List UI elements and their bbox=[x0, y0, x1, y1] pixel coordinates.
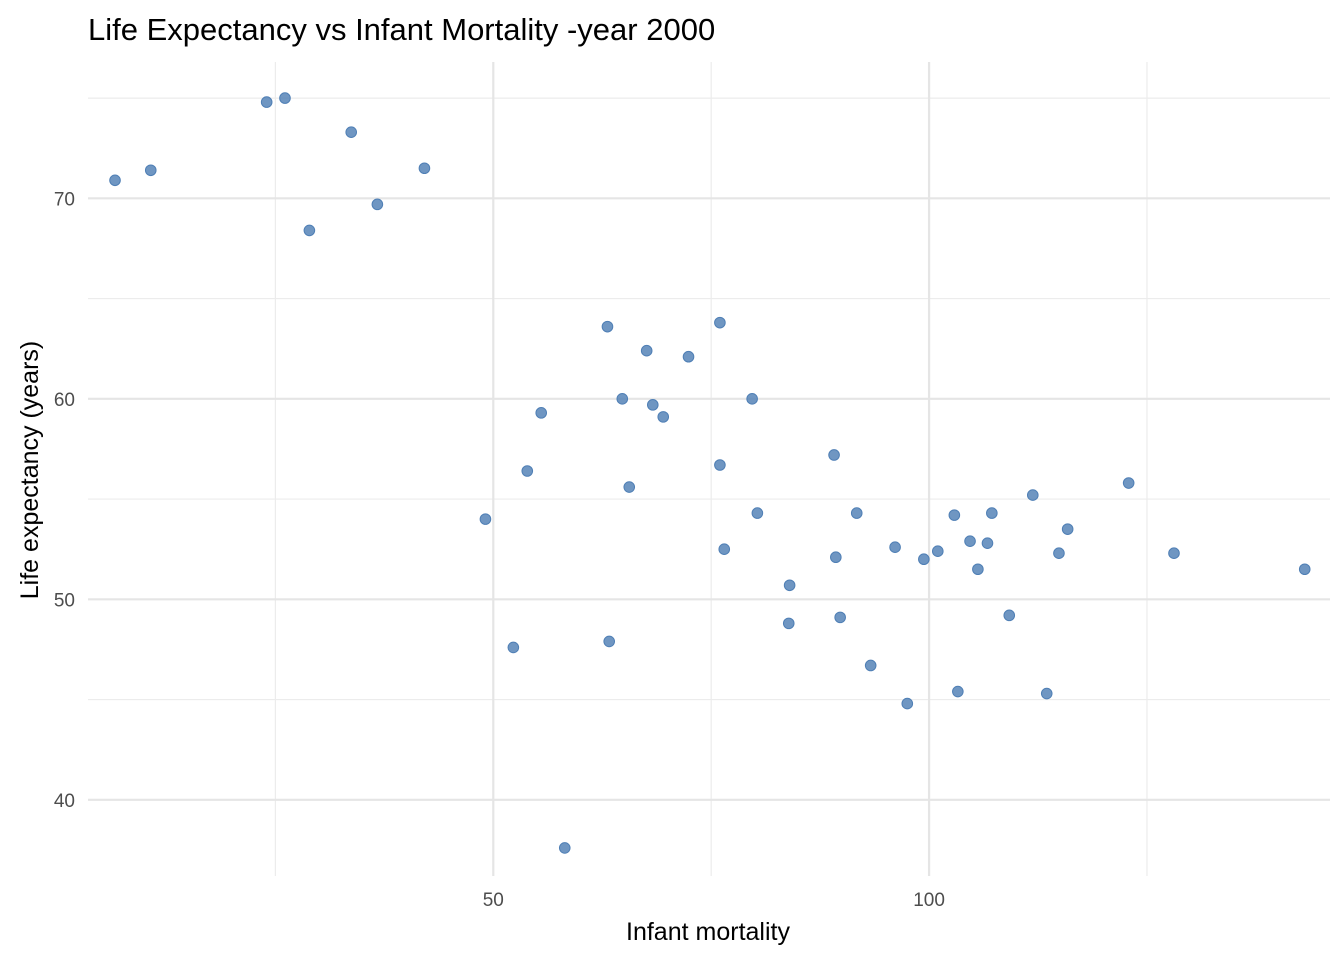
chart-title: Life Expectancy vs Infant Mortality -yea… bbox=[88, 12, 715, 47]
data-point bbox=[616, 393, 629, 405]
data-point bbox=[603, 635, 616, 648]
data-point bbox=[714, 316, 726, 329]
data-point bbox=[952, 685, 964, 698]
y-tick-label: 60 bbox=[54, 390, 75, 411]
data-point bbox=[783, 579, 796, 592]
data-point bbox=[1040, 687, 1053, 700]
x-tick-label: 50 bbox=[483, 890, 504, 911]
data-point bbox=[601, 320, 614, 333]
data-point bbox=[714, 459, 726, 471]
data-point bbox=[782, 617, 795, 630]
x-tick-label: 100 bbox=[913, 890, 945, 911]
data-point bbox=[303, 224, 316, 237]
data-point bbox=[986, 507, 998, 519]
data-point bbox=[830, 551, 842, 564]
data-point bbox=[1053, 547, 1065, 560]
data-point bbox=[948, 509, 961, 521]
data-point bbox=[479, 513, 492, 525]
data-point bbox=[521, 465, 534, 477]
x-tick-labels: 50 100 bbox=[483, 890, 945, 911]
data-point bbox=[901, 697, 914, 710]
data-point bbox=[657, 411, 670, 423]
data-point bbox=[623, 481, 636, 493]
data-point bbox=[418, 162, 431, 175]
data-point bbox=[718, 543, 731, 555]
data-point bbox=[834, 611, 846, 624]
data-point bbox=[507, 641, 520, 654]
data-point bbox=[751, 507, 764, 519]
data-point bbox=[931, 545, 944, 558]
data-point bbox=[558, 842, 571, 854]
data-point bbox=[345, 126, 358, 138]
y-tick-label: 50 bbox=[54, 590, 75, 611]
data-point bbox=[918, 553, 930, 566]
data-point bbox=[535, 407, 548, 419]
data-point bbox=[371, 198, 384, 211]
x-axis-label: Infant mortality bbox=[626, 918, 790, 946]
data-point bbox=[1003, 609, 1016, 622]
points-layer bbox=[109, 92, 1311, 854]
data-point bbox=[1298, 563, 1311, 576]
data-point bbox=[1026, 489, 1039, 501]
data-point bbox=[682, 350, 695, 363]
data-point bbox=[972, 563, 984, 576]
y-tick-label: 70 bbox=[54, 189, 75, 210]
data-point bbox=[964, 535, 976, 547]
data-point bbox=[144, 164, 157, 177]
data-point bbox=[850, 507, 863, 519]
y-tick-label: 40 bbox=[54, 791, 75, 812]
data-point bbox=[1061, 523, 1074, 535]
data-point bbox=[746, 393, 758, 405]
data-point bbox=[260, 96, 273, 108]
data-point bbox=[864, 659, 877, 672]
data-point bbox=[889, 541, 901, 553]
data-point bbox=[109, 174, 121, 187]
y-axis-label: Life expectancy (years) bbox=[16, 341, 44, 599]
data-point bbox=[1168, 547, 1180, 560]
data-point bbox=[1122, 477, 1135, 489]
data-point bbox=[640, 344, 653, 357]
data-point bbox=[279, 92, 291, 104]
y-tick-labels: 40 50 60 70 bbox=[54, 189, 75, 811]
data-point bbox=[981, 537, 994, 549]
data-point bbox=[646, 399, 659, 411]
data-point bbox=[828, 449, 840, 461]
grid bbox=[88, 62, 1330, 876]
